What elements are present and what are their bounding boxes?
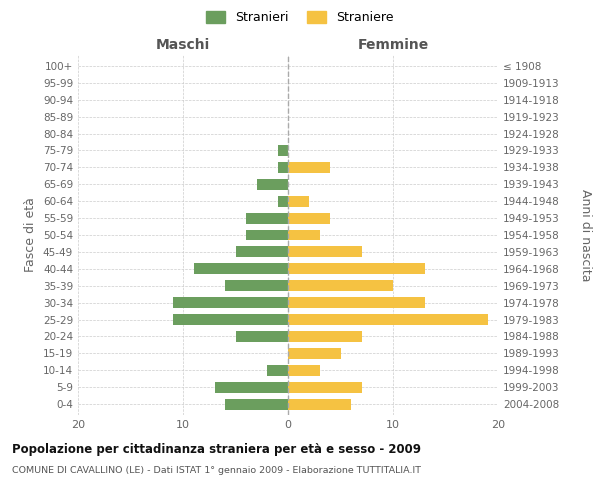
Bar xyxy=(193,264,288,274)
Bar xyxy=(288,230,320,240)
Bar xyxy=(288,364,320,376)
Bar xyxy=(288,162,330,173)
Legend: Stranieri, Straniere: Stranieri, Straniere xyxy=(202,6,398,29)
Bar xyxy=(235,331,288,342)
Bar xyxy=(277,196,288,206)
Bar xyxy=(288,246,361,258)
Bar xyxy=(246,230,288,240)
Y-axis label: Anni di nascita: Anni di nascita xyxy=(579,188,592,281)
Bar xyxy=(288,264,425,274)
Bar xyxy=(277,145,288,156)
Bar xyxy=(288,398,351,409)
Bar xyxy=(288,331,361,342)
Bar xyxy=(288,280,393,291)
Bar xyxy=(173,314,288,325)
Bar xyxy=(288,348,341,359)
Text: Maschi: Maschi xyxy=(156,38,210,52)
Bar xyxy=(288,382,361,392)
Y-axis label: Fasce di età: Fasce di età xyxy=(25,198,37,272)
Bar xyxy=(288,297,425,308)
Bar xyxy=(267,364,288,376)
Bar xyxy=(288,314,487,325)
Bar xyxy=(173,297,288,308)
Bar xyxy=(225,280,288,291)
Bar xyxy=(288,196,309,206)
Text: Femmine: Femmine xyxy=(358,38,428,52)
Bar xyxy=(215,382,288,392)
Bar xyxy=(288,212,330,224)
Bar xyxy=(246,212,288,224)
Text: Popolazione per cittadinanza straniera per età e sesso - 2009: Popolazione per cittadinanza straniera p… xyxy=(12,442,421,456)
Bar xyxy=(257,179,288,190)
Text: COMUNE DI CAVALLINO (LE) - Dati ISTAT 1° gennaio 2009 - Elaborazione TUTTITALIA.: COMUNE DI CAVALLINO (LE) - Dati ISTAT 1°… xyxy=(12,466,421,475)
Bar xyxy=(225,398,288,409)
Bar xyxy=(235,246,288,258)
Bar xyxy=(277,162,288,173)
